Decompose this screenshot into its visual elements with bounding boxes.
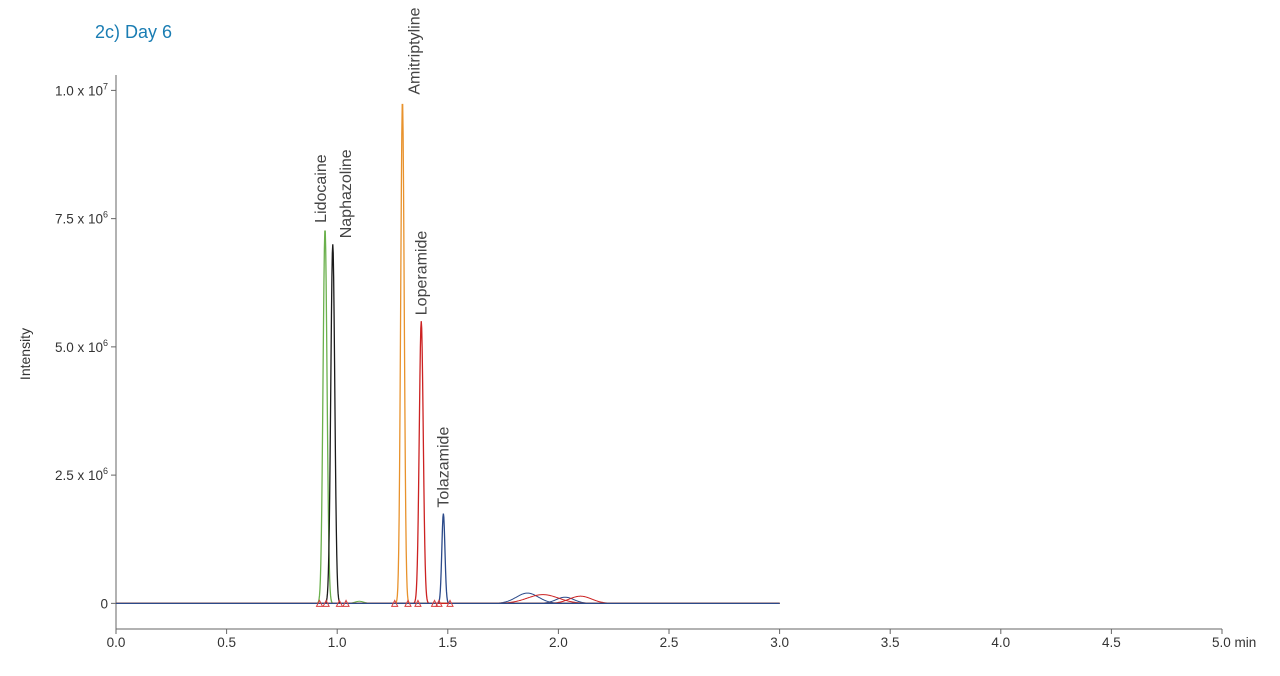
x-tick-label: 4.0 (991, 635, 1010, 650)
axes: 0.0 0.5 1.0 1.5 2.0 2.5 3.0 3.5 4.0 4.5 5.0 min 0 2.… (55, 75, 1256, 650)
peak-label-tolazamide: Tolazamide (435, 427, 452, 508)
integration-marker (446, 599, 454, 607)
peak-label-amitriptyline: Amitriptyline (406, 7, 423, 94)
peak-label-lidocaine: Lidocaine (313, 154, 330, 223)
x-tick-label: 1.5 (438, 635, 457, 650)
y-tick-label: 5.0 x 106 (55, 338, 108, 355)
integration-marker (322, 599, 330, 607)
integration-marker (435, 599, 443, 607)
trace-lidocaine (116, 230, 780, 604)
peak-label-naphazoline: Naphazoline (338, 149, 355, 238)
x-tick-label: 3.0 (770, 635, 789, 650)
integration-marker (342, 599, 350, 607)
y-tick-label: 2.5 x 106 (55, 466, 108, 483)
integration-marker (430, 599, 439, 607)
x-tick-label: 1.0 (328, 635, 347, 650)
peak-labels: Lidocaine Naphazoline Amitriptyline Loperam… (313, 7, 452, 507)
trace-amitriptyline (116, 103, 780, 604)
y-tick-label: 7.5 x 106 (55, 210, 108, 227)
y-tick-label: 0 (100, 596, 108, 611)
integration-marker (315, 599, 324, 607)
x-tick-label: 5.0 min (1212, 635, 1256, 650)
trace-tolazamide (116, 513, 780, 604)
integration-marker (390, 599, 399, 607)
peak-label-loperamide: Loperamide (413, 231, 430, 316)
integration-marker (414, 599, 422, 607)
x-tick-label: 3.5 (881, 635, 900, 650)
traces (116, 103, 780, 604)
trace-naphazoline (116, 244, 780, 604)
x-tick-label: 2.5 (660, 635, 679, 650)
chart-title: 2c) Day 6 (95, 22, 173, 42)
x-tick-label: 0.0 (107, 635, 126, 650)
y-tick-label: 1.0 x 107 (55, 81, 108, 98)
peak-markers (315, 599, 454, 607)
x-tick-label: 4.5 (1102, 635, 1121, 650)
x-tick-label: 2.0 (549, 635, 568, 650)
x-tick-label: 0.5 (217, 635, 236, 650)
y-axis-label: Intensity (17, 328, 33, 380)
integration-marker (404, 599, 412, 607)
integration-marker (335, 599, 344, 607)
